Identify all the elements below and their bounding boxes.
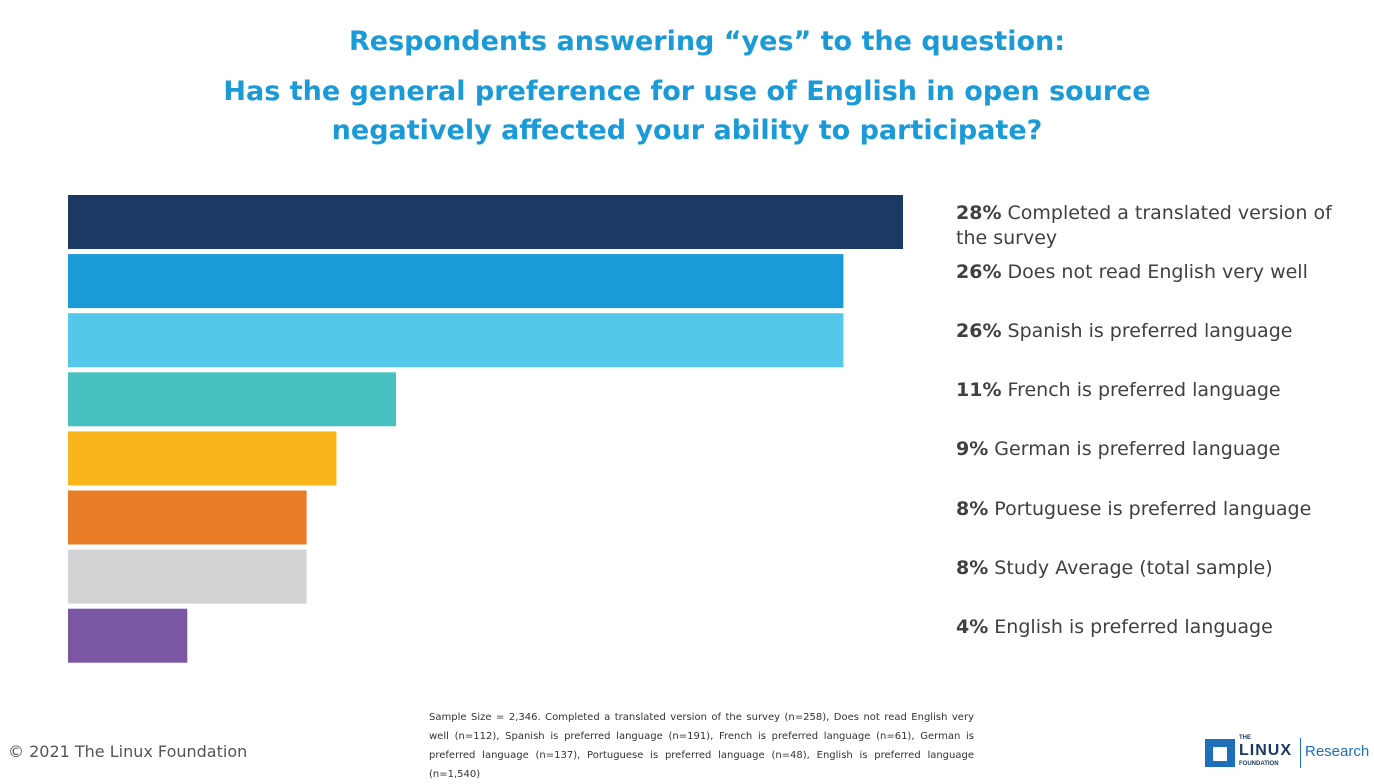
bar-value-label: 26% [956,261,1002,284]
bar-label-7: 8% Study Average (total sample) [956,556,1356,581]
sample-size-footnote: Sample Size = 2,346. Completed a transla… [429,712,974,780]
bar-value-label: 9% [956,438,989,461]
bar-category-label: German is preferred language [988,438,1281,461]
bar-category-label: French is preferred language [1001,379,1281,402]
bar-value-label: 8% [956,556,989,579]
bar-label-5: 9% German is preferred language [956,437,1356,462]
bar-category-label: Spanish is preferred language [1001,320,1293,343]
bar-label-2: 26% Does not read English very well [956,260,1356,285]
bar-category-label: Portuguese is preferred language [988,497,1312,520]
logo-linux: LINUX [1239,742,1292,759]
bar-8 [68,608,188,663]
linux-foundation-research-logo: THE LINUX FOUNDATION Research [1205,735,1370,771]
bar-1 [68,195,903,249]
bar-value-label: 4% [956,615,989,638]
bar-value-label: 28% [956,202,1002,224]
logo-foundation: FOUNDATION [1239,761,1279,767]
logo-mark-icon [1205,739,1235,767]
bar-value-label: 11% [956,379,1002,402]
copyright-text: © 2021 The Linux Foundation [8,742,248,761]
logo-separator [1300,738,1301,768]
logo-research: Research [1305,743,1370,760]
bar-5 [68,431,337,486]
bar-6 [68,490,307,545]
chart-title: Respondents answering “yes” to the quest… [348,26,1066,57]
chart-subtitle: Has the general preference for use of En… [223,76,1151,146]
bar-label-1: 28% Completed a translated version of th… [956,201,1356,251]
bar-category-label: English is preferred language [988,615,1273,638]
bar-label-8: 4% English is preferred language [956,615,1356,640]
bar-4 [68,372,396,427]
bar-category-label: Study Average (total sample) [988,556,1273,579]
bar-label-4: 11% French is preferred language [956,378,1356,403]
bar-7 [68,549,307,604]
bar-category-label: Does not read English very well [1001,261,1308,284]
bar-label-6: 8% Portuguese is preferred language [956,497,1356,522]
bar-2 [68,254,844,309]
bar-value-label: 8% [956,497,989,520]
bar-category-label: Completed a translated version of the su… [956,202,1332,249]
bar-label-3: 26% Spanish is preferred language [956,319,1356,344]
logo-the: THE [1239,735,1251,741]
bar-3 [68,313,844,368]
bar-value-label: 26% [956,320,1002,343]
